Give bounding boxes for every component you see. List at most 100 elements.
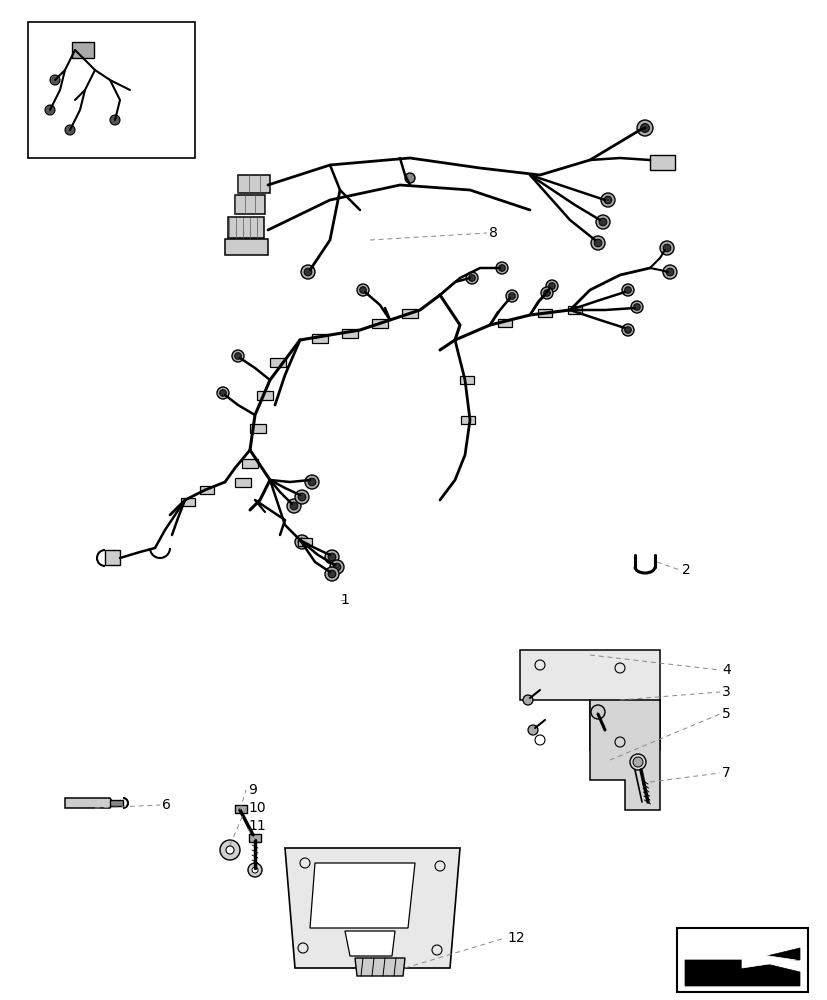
Circle shape — [327, 570, 336, 578]
Circle shape — [624, 287, 630, 293]
Polygon shape — [235, 805, 246, 813]
Circle shape — [359, 287, 366, 293]
Polygon shape — [649, 155, 674, 170]
Circle shape — [595, 215, 609, 229]
Text: 6: 6 — [162, 798, 170, 812]
Circle shape — [621, 324, 633, 336]
Circle shape — [294, 490, 308, 504]
Circle shape — [528, 725, 538, 735]
Polygon shape — [567, 306, 581, 314]
Polygon shape — [241, 458, 258, 468]
Circle shape — [498, 265, 504, 271]
Polygon shape — [249, 834, 261, 842]
Circle shape — [308, 478, 315, 486]
Circle shape — [298, 538, 305, 546]
Circle shape — [298, 493, 305, 501]
Bar — [28, 22, 195, 158]
Circle shape — [590, 705, 605, 719]
Circle shape — [248, 863, 261, 877]
Polygon shape — [312, 334, 327, 342]
Circle shape — [624, 327, 630, 333]
Circle shape — [251, 867, 258, 873]
Polygon shape — [256, 390, 273, 399]
Polygon shape — [402, 308, 418, 318]
Polygon shape — [741, 952, 795, 968]
Text: 10: 10 — [248, 801, 265, 815]
Circle shape — [325, 567, 338, 581]
Circle shape — [304, 268, 312, 276]
Circle shape — [330, 560, 343, 574]
Circle shape — [289, 502, 298, 510]
Circle shape — [110, 115, 120, 125]
Polygon shape — [250, 424, 265, 432]
Circle shape — [287, 499, 301, 513]
Circle shape — [662, 244, 670, 252]
Circle shape — [632, 757, 643, 767]
Circle shape — [356, 284, 369, 296]
Text: 8: 8 — [489, 226, 497, 240]
Circle shape — [219, 390, 226, 396]
Circle shape — [232, 350, 244, 362]
Polygon shape — [284, 848, 460, 968]
Circle shape — [45, 105, 55, 115]
Circle shape — [621, 284, 633, 296]
Text: 9: 9 — [248, 783, 256, 797]
Circle shape — [217, 387, 229, 399]
Circle shape — [594, 239, 601, 247]
Circle shape — [540, 287, 552, 299]
Text: 2: 2 — [681, 563, 690, 577]
Circle shape — [505, 290, 518, 302]
Polygon shape — [200, 486, 213, 494]
Polygon shape — [371, 318, 388, 328]
Circle shape — [590, 236, 605, 250]
Text: 7: 7 — [721, 766, 730, 780]
Polygon shape — [590, 700, 659, 810]
Circle shape — [543, 290, 550, 296]
Circle shape — [633, 304, 639, 310]
Circle shape — [234, 353, 241, 359]
Circle shape — [226, 846, 234, 854]
Bar — [676, 928, 807, 992]
Circle shape — [301, 265, 314, 279]
Polygon shape — [461, 416, 475, 424]
Polygon shape — [105, 550, 120, 565]
Circle shape — [630, 301, 643, 313]
Text: 11: 11 — [248, 819, 265, 833]
Polygon shape — [519, 650, 659, 750]
Polygon shape — [235, 195, 265, 214]
Circle shape — [495, 262, 508, 274]
Circle shape — [294, 535, 308, 549]
Circle shape — [304, 475, 318, 489]
Polygon shape — [181, 498, 195, 506]
Polygon shape — [65, 798, 112, 808]
Text: 1: 1 — [340, 593, 348, 607]
Circle shape — [629, 754, 645, 770]
Circle shape — [50, 75, 60, 85]
Polygon shape — [342, 328, 357, 338]
Polygon shape — [225, 239, 268, 255]
Text: 3: 3 — [721, 685, 730, 699]
Polygon shape — [538, 309, 552, 317]
Text: 12: 12 — [506, 931, 524, 945]
Polygon shape — [309, 863, 414, 928]
Polygon shape — [298, 538, 312, 546]
Polygon shape — [227, 217, 264, 238]
Circle shape — [220, 840, 240, 860]
Polygon shape — [235, 478, 251, 487]
Circle shape — [466, 272, 477, 284]
Polygon shape — [237, 175, 270, 193]
Circle shape — [404, 173, 414, 183]
Polygon shape — [497, 319, 511, 327]
Circle shape — [604, 196, 611, 204]
Polygon shape — [345, 931, 394, 956]
Polygon shape — [684, 948, 799, 986]
Text: 5: 5 — [721, 707, 730, 721]
Circle shape — [468, 275, 475, 281]
Circle shape — [666, 268, 673, 276]
Circle shape — [640, 124, 648, 132]
Circle shape — [659, 241, 673, 255]
Bar — [72, 42, 94, 58]
Circle shape — [332, 563, 341, 571]
Circle shape — [65, 125, 75, 135]
Polygon shape — [270, 358, 285, 366]
